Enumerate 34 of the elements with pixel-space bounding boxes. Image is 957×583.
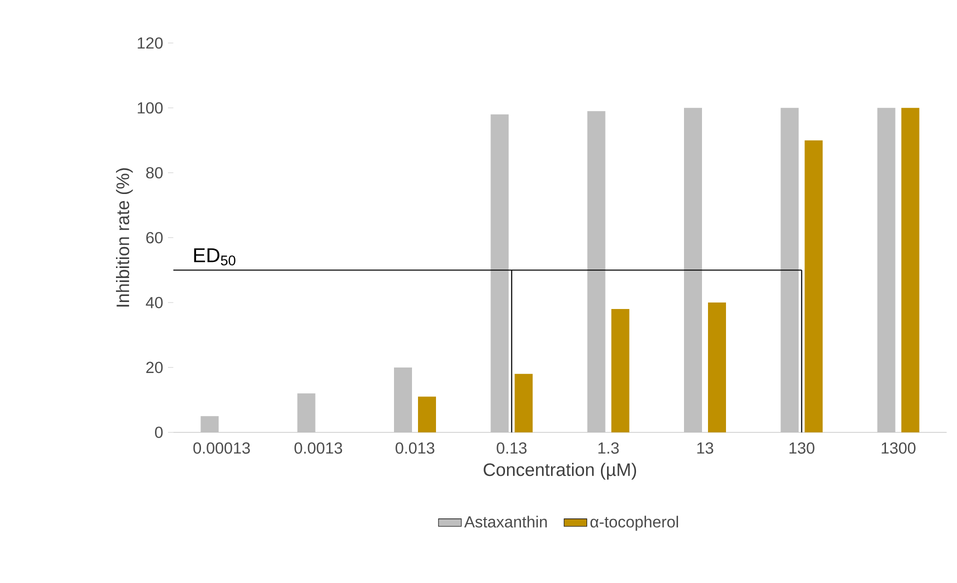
x-tick-label: 0.013 <box>396 442 434 454</box>
x-tick-label: 0.13 <box>496 442 527 454</box>
y-tick-label: 60 <box>146 232 163 244</box>
y-tick-label: 120 <box>138 37 163 49</box>
y-tick-label: 80 <box>146 167 163 178</box>
bar <box>418 396 436 432</box>
x-tick-label: 130 <box>790 442 814 454</box>
y-tick-label: 0 <box>155 426 163 438</box>
bar <box>200 416 219 432</box>
bar <box>611 309 630 432</box>
bar <box>877 108 896 432</box>
bar <box>394 367 412 432</box>
ref-line-label: ED$_{50}$ <box>194 248 236 266</box>
x-tick-label: 1.3 <box>598 442 619 454</box>
bar <box>901 108 920 432</box>
x-tick-label: 1300 <box>882 442 916 454</box>
y-axis-title: Inhibition rate (%) <box>116 168 133 307</box>
y-tick-label: 100 <box>138 102 163 114</box>
bar <box>708 302 726 432</box>
bar <box>780 108 799 432</box>
x-tick-label: 13 <box>697 442 714 454</box>
bar <box>684 108 702 432</box>
x-axis-title: Concentration (µM) <box>484 462 636 480</box>
bar <box>490 114 509 432</box>
y-tick-label: 40 <box>146 296 163 308</box>
legend-label: α-tocopherol <box>590 516 678 531</box>
bar <box>804 140 823 432</box>
bar <box>297 393 316 432</box>
bar <box>587 111 606 432</box>
x-tick-label: 0.00013 <box>193 442 250 454</box>
x-tick-label: 0.0013 <box>294 442 342 454</box>
legend-label: Astaxanthin <box>464 516 547 528</box>
bar <box>514 374 533 432</box>
y-tick-label: 20 <box>146 362 163 374</box>
